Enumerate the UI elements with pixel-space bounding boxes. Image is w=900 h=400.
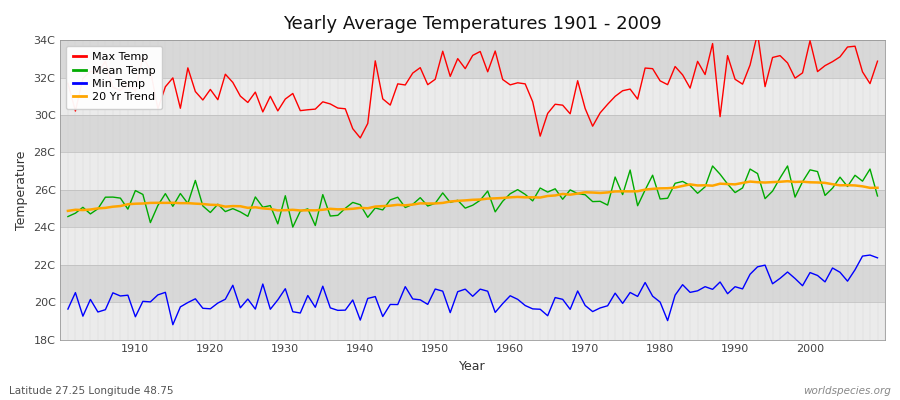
Text: Latitude 27.25 Longitude 48.75: Latitude 27.25 Longitude 48.75 <box>9 386 174 396</box>
Bar <box>60 190 885 227</box>
Text: worldspecies.org: worldspecies.org <box>803 386 891 396</box>
Legend: Max Temp, Mean Temp, Min Temp, 20 Yr Trend: Max Temp, Mean Temp, Min Temp, 20 Yr Tre… <box>66 46 162 109</box>
Title: Yearly Average Temperatures 1901 - 2009: Yearly Average Temperatures 1901 - 2009 <box>284 15 662 33</box>
Bar <box>60 78 885 115</box>
Y-axis label: Temperature: Temperature <box>15 150 28 230</box>
X-axis label: Year: Year <box>459 360 486 373</box>
Bar <box>60 115 885 152</box>
Bar <box>60 227 885 265</box>
Bar <box>60 40 885 78</box>
Bar <box>60 302 885 340</box>
Bar <box>60 152 885 190</box>
Bar <box>60 265 885 302</box>
